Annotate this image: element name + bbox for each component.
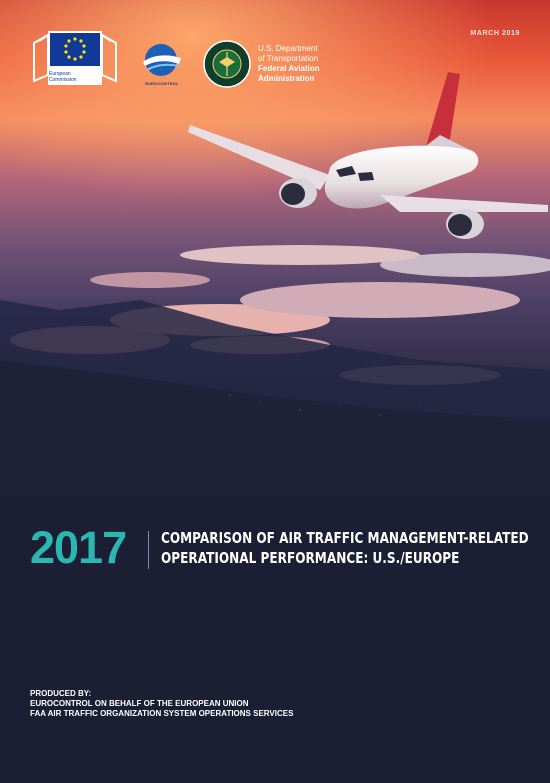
report-title: COMPARISON OF AIR TRAFFIC MANAGEMENT-REL… (161, 528, 529, 568)
title-divider (148, 531, 149, 569)
european-commission-logo (33, 31, 117, 85)
produced-by-label: PRODUCED BY: (30, 689, 92, 698)
ec-label: European Commission (49, 71, 77, 83)
faa-line1: Federal Aviation (258, 64, 320, 73)
produced-by-line2: FAA AIR TRAFFIC ORGANIZATION SYSTEM OPER… (30, 709, 294, 718)
produced-by-line1: EUROCONTROL ON BEHALF OF THE EUROPEAN UN… (30, 699, 249, 708)
sky-airplane-illustration (0, 0, 550, 495)
hero-photo (0, 0, 550, 495)
eurocontrol-label: EUROCONTROL (145, 81, 179, 86)
faa-seal-logo (203, 40, 251, 88)
report-title-line2: OPERATIONAL PERFORMANCE: U.S./EUROPE (161, 549, 460, 567)
produced-by: PRODUCED BY: EUROCONTROL ON BEHALF OF TH… (30, 689, 293, 719)
faa-line2: Administration (258, 74, 315, 83)
title-block: 2017 COMPARISON OF AIR TRAFFIC MANAGEMEN… (30, 523, 530, 575)
dot-line1: U.S. Department (258, 44, 318, 53)
eurocontrol-logo (143, 44, 181, 76)
report-title-line1: COMPARISON OF AIR TRAFFIC MANAGEMENT-REL… (161, 529, 529, 547)
publication-date: MARCH 2019 (470, 30, 520, 37)
ec-label-line1: European (49, 71, 71, 77)
report-year: 2017 (30, 522, 127, 573)
faa-dot-label: U.S. Department of Transportation Federa… (258, 44, 320, 84)
airplane (188, 72, 548, 239)
ec-label-line2: Commission (49, 77, 77, 83)
dot-line2: of Transportation (258, 54, 319, 63)
